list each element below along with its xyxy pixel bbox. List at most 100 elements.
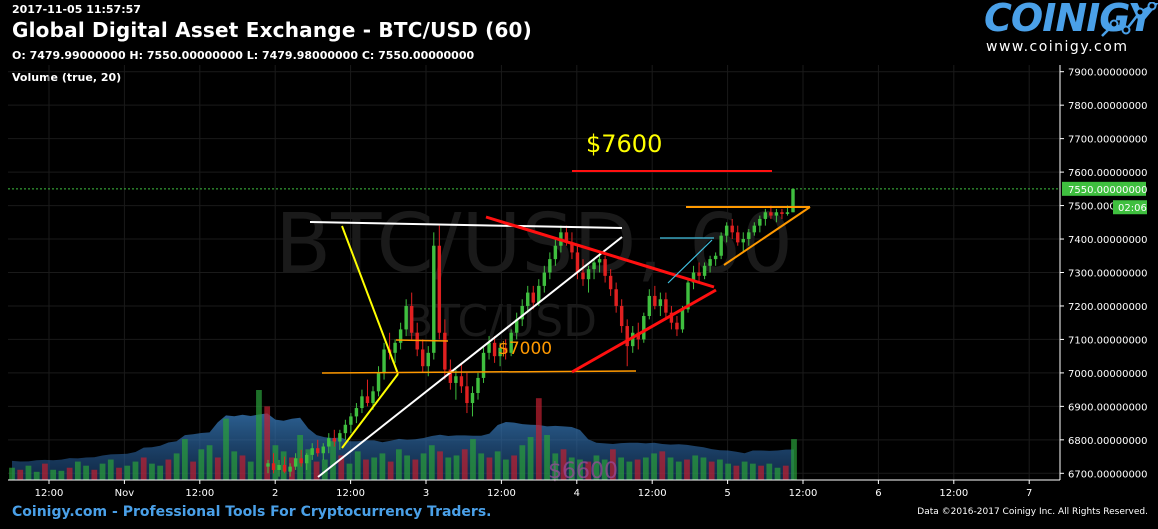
- volume-bars: [9, 390, 797, 480]
- volume-bar: [453, 455, 460, 480]
- y-tick-label: 7100.00000000: [1068, 335, 1148, 346]
- candle-body: [476, 377, 480, 393]
- candle-body: [769, 212, 773, 216]
- candle-body: [597, 259, 602, 263]
- volume-bar: [256, 390, 262, 480]
- candle-body: [514, 319, 519, 333]
- candle-body: [376, 372, 381, 392]
- volume-bar: [486, 457, 493, 480]
- candle-body: [669, 312, 674, 323]
- volume-bar: [535, 398, 542, 480]
- volume-bar: [83, 465, 89, 480]
- candle-body: [625, 326, 629, 347]
- logo-url[interactable]: www.coinigy.com: [986, 39, 1129, 55]
- volume-bar: [618, 457, 625, 480]
- volume-bar: [725, 463, 732, 480]
- y-tick-label: 7600.00000000: [1068, 168, 1148, 179]
- candle-body: [398, 329, 403, 343]
- candle-body: [404, 305, 408, 330]
- candle-body: [702, 265, 707, 276]
- x-tick-label: 12:00: [789, 488, 818, 499]
- last-price-tag-text: 7550.00000000: [1068, 185, 1148, 196]
- volume-bar: [149, 463, 155, 480]
- candle-body: [747, 232, 751, 240]
- volume-bar: [33, 471, 40, 480]
- trend-drawings[interactable]: [309, 170, 811, 478]
- volume-bar: [363, 459, 369, 480]
- volume-bar: [791, 439, 797, 480]
- x-tick-label: 12:00: [939, 488, 968, 499]
- volume-bar: [387, 461, 394, 480]
- candle-body: [697, 272, 701, 276]
- y-tick-label: 7300.00000000: [1068, 269, 1148, 280]
- x-tick-label: 12:00: [487, 488, 516, 499]
- candle-body: [327, 438, 331, 447]
- candle-body: [277, 464, 281, 470]
- volume-bar: [577, 459, 583, 480]
- candle-body: [520, 305, 524, 320]
- volume-bar: [692, 455, 699, 480]
- trendline-yellow-down: [341, 225, 399, 375]
- x-tick-label: 12:00: [185, 488, 214, 499]
- volume-bar: [675, 461, 682, 480]
- x-axis-ticks: 12:00 Nov 12:00 2 12:00 3 12:00 4 12:00 5 12:00 6 12…: [35, 480, 1032, 499]
- footer-brand-link[interactable]: Coinigy.com: [12, 504, 108, 520]
- volume-bar: [659, 451, 666, 480]
- volume-bar: [560, 449, 567, 480]
- volume-bar: [239, 455, 246, 480]
- volume-bar: [107, 459, 114, 480]
- volume-bar: [412, 459, 419, 480]
- y-tick-label: 7200.00000000: [1068, 302, 1148, 313]
- footer-copyright: Data ©2016-2017 Coinigy Inc. All Rights …: [917, 507, 1148, 517]
- y-tick-label: 7700.00000000: [1068, 135, 1148, 146]
- candle-body: [653, 295, 657, 306]
- candle-body: [266, 463, 270, 467]
- volume-bar: [140, 457, 147, 480]
- x-tick-label: 2: [272, 488, 278, 499]
- candle-body: [791, 188, 795, 213]
- candle-body: [691, 272, 696, 283]
- candle-body: [432, 245, 436, 353]
- candle-body: [686, 282, 690, 310]
- y-tick-label: 6900.00000000: [1068, 402, 1148, 413]
- volume-bar: [17, 469, 24, 480]
- x-tick-label: 5: [724, 488, 730, 499]
- candle-body: [426, 352, 430, 367]
- candle-body: [780, 212, 784, 214]
- candle-body: [409, 305, 414, 333]
- coinigy-logo[interactable]: COINIGY www.coinigy.com: [978, 0, 1158, 60]
- trendline-white-diagonal: [317, 236, 623, 478]
- volume-bar: [338, 455, 345, 480]
- candle-body: [619, 305, 624, 327]
- volume-bar: [544, 435, 550, 480]
- y-tick-label: 7400.00000000: [1068, 235, 1148, 246]
- volume-bar: [181, 439, 188, 480]
- candle-body: [349, 416, 353, 425]
- y-tick-label: 6800.00000000: [1068, 436, 1148, 447]
- volume-bar: [552, 453, 559, 480]
- chart-title: Global Digital Asset Exchange - BTC/USD …: [12, 18, 533, 42]
- trendline-red-lower: [571, 288, 717, 374]
- candle-body: [304, 454, 309, 464]
- candle-body: [288, 466, 292, 472]
- candle-body: [321, 446, 325, 454]
- volume-bar: [774, 467, 781, 480]
- volume-bar: [354, 451, 361, 480]
- candle-body: [421, 349, 425, 367]
- volume-bar: [470, 439, 476, 480]
- candle-body: [564, 232, 569, 243]
- volume-bar: [264, 406, 271, 480]
- candle-body: [542, 272, 547, 286]
- volume-bar: [330, 441, 336, 480]
- candle-body: [774, 212, 779, 216]
- volume-bar: [478, 453, 485, 480]
- volume-bar: [297, 435, 303, 480]
- y-tick-label: 7900.00000000: [1068, 68, 1148, 79]
- candle-body: [503, 347, 508, 353]
- timestamp: 2017-11-05 11:57:57: [12, 3, 141, 16]
- candle-body: [647, 295, 652, 317]
- volume-bar: [247, 461, 254, 480]
- volume-bar: [231, 451, 238, 480]
- volume-bar: [700, 457, 707, 480]
